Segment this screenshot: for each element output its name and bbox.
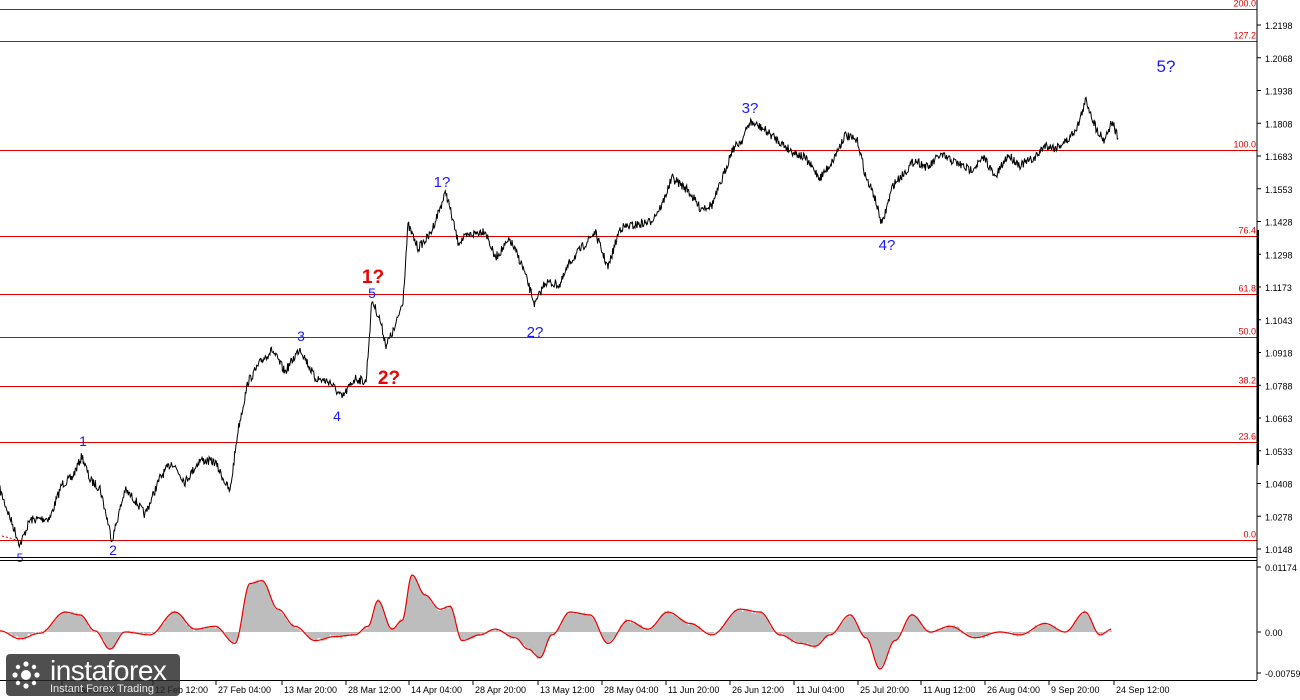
wave-label-2q-red: 2? <box>378 368 400 389</box>
x-tick-label: 9 Sep 20:00 <box>1051 685 1100 695</box>
y-tick-label: 1.0663 <box>1265 414 1293 424</box>
x-tick-label: 14 Apr 04:00 <box>411 685 462 695</box>
fib-label: 61.8 <box>1238 284 1256 294</box>
osc-tick-label: 0.01174 <box>1265 563 1297 573</box>
wave-label-1: 1 <box>79 433 87 449</box>
instaforex-logo-icon <box>12 661 40 689</box>
wave-label-4: 4 <box>333 408 341 424</box>
x-tick-label: 11 Jun 20:00 <box>668 685 719 695</box>
price-series-line <box>0 96 1119 549</box>
y-tick-label: 1.0278 <box>1265 512 1293 522</box>
wave-label-4q: 4? <box>879 237 896 254</box>
y-tick-label: 1.1043 <box>1265 316 1293 326</box>
x-tick-label: 28 Mar 12:00 <box>348 685 401 695</box>
y-tick-label: 1.1428 <box>1265 218 1293 228</box>
x-tick-label: 11 Jul 04:00 <box>796 685 844 695</box>
price-panel: 200.0161.8127.2100.076.461.850.038.223.6… <box>0 0 1257 565</box>
x-tick-label: 26 Jun 12:00 <box>732 685 784 695</box>
y-tick-label: 1.1808 <box>1265 119 1293 129</box>
osc-tick-label: 0.00 <box>1265 628 1283 638</box>
y-tick-label: 1.2198 <box>1265 21 1293 31</box>
wave-label-3: 3 <box>297 328 305 344</box>
brand-name: instaforex <box>50 655 167 686</box>
y-tick-label: 1.0918 <box>1265 349 1293 359</box>
fib-label: 100.0 <box>1233 140 1256 150</box>
fib-label: 50.0 <box>1238 327 1256 337</box>
oscillator-panel <box>0 573 1112 670</box>
x-tick-label: 11 Aug 12:00 <box>923 685 975 695</box>
y-tick-label: 1.1683 <box>1265 152 1293 162</box>
wave-label-3q: 3? <box>742 100 759 117</box>
wave-label-2: 2 <box>109 542 117 558</box>
x-tick-label: 13 May 12:00 <box>540 685 595 695</box>
x-tick-label: 28 Apr 20:00 <box>475 685 526 695</box>
oscillator-signal-line <box>0 574 1112 670</box>
wave-label-1q-red: 1? <box>362 267 384 288</box>
x-tick-label: 12 Feb 12:00 <box>155 685 208 695</box>
y-tick-label: 1.2068 <box>1265 54 1293 64</box>
y-tick-label: 1.1298 <box>1265 250 1293 260</box>
x-tick-label: 28 May 04:00 <box>604 685 659 695</box>
wave-label-5q: 5? <box>1157 57 1176 76</box>
fib-label: 76.4 <box>1238 226 1256 236</box>
y-tick-label: 1.0408 <box>1265 480 1293 490</box>
y-tick-label: 1.1553 <box>1265 185 1293 195</box>
brand-tagline: Instant Forex Trading <box>50 683 154 695</box>
osc-tick-label: -0.00759 <box>1265 669 1300 679</box>
fib-label: 38.2 <box>1238 376 1256 386</box>
y-tick-label: 1.1938 <box>1265 87 1293 97</box>
x-tick-label: 26 Aug 04:00 <box>987 685 1040 695</box>
wave-label-2q: 2? <box>527 324 544 341</box>
y-tick-label: 1.0148 <box>1265 545 1293 555</box>
y-tick-label: 1.0533 <box>1265 447 1293 457</box>
fib-label: 0.0 <box>1243 530 1256 540</box>
x-tick-label: 24 Sep 12:00 <box>1116 685 1170 695</box>
y-tick-label: 1.1173 <box>1265 283 1292 293</box>
x-tick-label: 25 Jul 20:00 <box>860 685 909 695</box>
fib-label: 200.0 <box>1233 0 1256 9</box>
y-tick-label: 1.0788 <box>1265 381 1293 391</box>
x-tick-label: 27 Feb 04:00 <box>218 685 271 695</box>
x-tick-label: 13 Mar 20:00 <box>284 685 337 695</box>
fib-label: 127.2 <box>1233 31 1256 41</box>
wave-label-5: 5 <box>368 285 376 301</box>
trend-marker <box>1 535 17 541</box>
instaforex-logo: instaforex Instant Forex Trading <box>6 654 180 696</box>
fib-label: 23.6 <box>1238 432 1256 442</box>
wave-label-1q: 1? <box>434 174 451 191</box>
